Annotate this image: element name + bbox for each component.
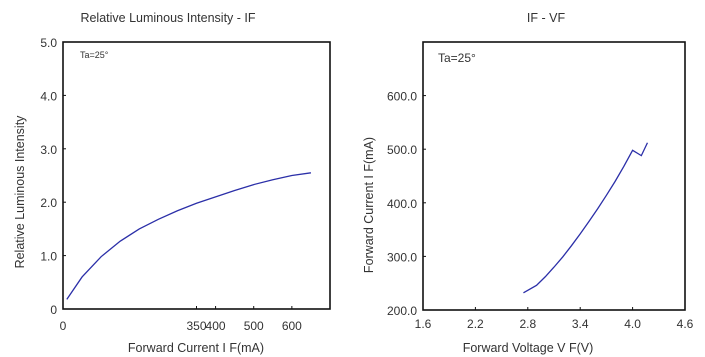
y-tick-labels: 0 1.0 2.0 3.0 4.0 5.0 [40,36,66,317]
if-vf-chart: IF - VF Ta=25° Forward Voltage V F(V) Fo… [362,11,694,355]
x-tick-label: 500 [244,319,264,333]
y-tick-label: 400.0 [387,197,417,211]
y-tick-label: 600.0 [387,90,417,104]
x-tick-label: 4.0 [624,317,641,331]
x-tick-labels: 1.6 2.2 2.8 3.4 4.0 4.6 [415,307,694,331]
plot-frame [422,41,686,311]
series-line [523,142,649,294]
x-tick-label: 0 [60,319,67,333]
y-tick-label: 1.0 [40,250,57,264]
series-group [523,142,649,294]
x-tick-label: 600 [282,319,302,333]
y-tick-label: 4.0 [40,89,57,103]
y-tick-label: 0 [50,303,57,317]
ambient-temperature-annotation: Ta=25° [80,50,109,60]
x-tick-label: 1.6 [415,317,432,331]
y-axis-label: Relative Luminous Intensity [13,115,27,269]
x-tick-label: 4.6 [677,317,694,331]
y-axis-label: Forward Current I F(mA) [362,137,376,273]
x-tick-label: 2.8 [519,317,536,331]
series-line [66,172,312,300]
x-tick-label: 350 [186,319,206,333]
x-tick-labels: 0 350 400 500 600 [60,306,302,333]
ambient-temperature-annotation: Ta=25° [438,51,476,65]
x-axis-label: Forward Current I F(mA) [128,341,264,355]
chart-title: Relative Luminous Intensity - IF [80,11,255,25]
x-tick-label: 3.4 [572,317,589,331]
y-tick-label: 200.0 [387,304,417,318]
x-tick-label: 2.2 [467,317,484,331]
series-group [66,172,312,300]
y-tick-label: 2.0 [40,196,57,210]
y-tick-label: 500.0 [387,143,417,157]
relative-luminous-intensity-chart: Relative Luminous Intensity - IF Ta=25° … [13,11,331,355]
y-tick-label: 5.0 [40,36,57,50]
chart-title: IF - VF [527,11,566,25]
y-tick-label: 3.0 [40,143,57,157]
x-axis-label: Forward Voltage V F(V) [463,341,594,355]
y-tick-label: 300.0 [387,250,417,264]
y-tick-labels: 200.0 300.0 400.0 500.0 600.0 [387,90,426,318]
x-tick-label: 400 [206,319,226,333]
